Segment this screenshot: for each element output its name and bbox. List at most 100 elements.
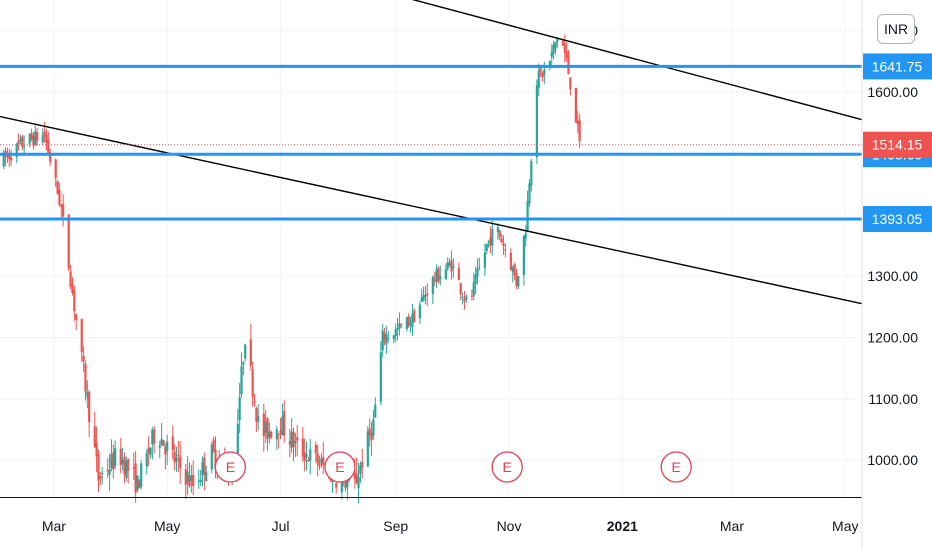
candle-down: [123, 457, 126, 475]
candle-down: [212, 439, 215, 452]
candle-up: [199, 479, 202, 483]
earnings-event-marker: [214, 451, 247, 483]
candle-down: [69, 271, 72, 287]
candle-up: [2, 152, 5, 167]
candle-up: [472, 282, 475, 296]
candle-up: [474, 274, 477, 284]
candle-up: [556, 38, 559, 43]
trend-line: [0, 115, 863, 305]
candle-up: [320, 458, 323, 464]
candle-down: [164, 447, 167, 455]
candle-up: [175, 457, 178, 462]
candle-up: [359, 465, 362, 475]
earnings-event-marker: [491, 451, 523, 483]
y-tick-label: 1100.00: [868, 391, 918, 407]
candle-up: [34, 131, 37, 145]
candle-up: [526, 201, 529, 232]
candle-down: [450, 260, 453, 272]
candle-down: [569, 77, 572, 90]
candle-down: [56, 181, 59, 194]
candle-up: [366, 431, 369, 467]
candle-up: [379, 352, 382, 402]
candle-down: [307, 460, 310, 462]
candle-down: [95, 442, 98, 457]
candle-down: [54, 159, 57, 179]
candle-down: [335, 483, 338, 488]
candle-down: [49, 152, 52, 162]
last-price-tag-label: 1514.15: [872, 137, 923, 153]
x-tick-label: May: [832, 518, 858, 534]
candle-up: [28, 133, 31, 145]
candle-up: [210, 444, 213, 470]
candle-up: [530, 160, 533, 186]
candle-down: [8, 153, 11, 160]
candle-down: [203, 457, 206, 476]
candle-up: [491, 228, 494, 246]
candle-up: [550, 52, 553, 58]
candle-up: [452, 265, 455, 269]
candle-up: [136, 475, 139, 491]
candle-up: [23, 145, 26, 148]
candle-down: [500, 238, 503, 244]
candle-down: [283, 410, 286, 436]
candle-down: [171, 436, 174, 451]
level-price-tag: [863, 53, 932, 80]
x-tick-label: May: [154, 518, 180, 534]
candle-down: [502, 243, 505, 246]
candle-up: [444, 269, 447, 280]
candle-down: [45, 134, 48, 143]
candle-down: [426, 293, 429, 296]
candle-up: [422, 295, 425, 301]
candle-up: [19, 139, 22, 141]
candle-down: [73, 289, 76, 312]
candle-up: [357, 476, 360, 489]
earnings-event-label: E: [502, 459, 511, 475]
candle-down: [43, 131, 46, 136]
candle-down: [567, 54, 570, 75]
candle-down: [88, 391, 91, 422]
earnings-event-marker: [660, 451, 692, 483]
candle-down: [539, 67, 542, 73]
candles: [2, 34, 581, 503]
candle-down: [470, 295, 473, 297]
candle-up: [121, 460, 124, 465]
candle-down: [75, 314, 78, 321]
candle-up: [381, 330, 384, 351]
candle-down: [249, 339, 252, 366]
candle-down: [288, 441, 291, 445]
currency-badge[interactable]: INR: [877, 14, 915, 44]
y-tick-label: 1000.00: [867, 452, 918, 468]
candle-down: [153, 429, 156, 444]
candle-down: [177, 454, 180, 457]
candle-up: [108, 469, 111, 475]
candle-down: [437, 268, 440, 282]
candle-up: [125, 461, 128, 478]
candle-up: [305, 454, 308, 457]
candle-up: [448, 263, 451, 266]
candle-up: [387, 337, 390, 339]
candle-up: [238, 397, 241, 421]
candle-down: [62, 204, 65, 217]
candle-up: [552, 44, 555, 54]
x-tick-label: Mar: [42, 518, 66, 534]
candle-up: [528, 183, 531, 204]
candle-up: [114, 448, 117, 467]
candle-down: [47, 139, 50, 153]
candle-down: [99, 476, 102, 479]
candle-up: [257, 416, 260, 423]
candle-down: [17, 140, 20, 145]
candle-down: [119, 448, 122, 465]
candle-up: [290, 431, 293, 448]
candle-up: [524, 233, 527, 239]
candle-down: [184, 469, 187, 485]
candle-down: [80, 318, 83, 353]
candle-down: [383, 332, 386, 341]
candle-up: [424, 294, 427, 297]
candle-up: [294, 441, 297, 443]
candle-down: [509, 252, 512, 270]
candle-up: [101, 472, 104, 475]
candle-down: [407, 316, 410, 327]
candle-down: [344, 477, 347, 489]
